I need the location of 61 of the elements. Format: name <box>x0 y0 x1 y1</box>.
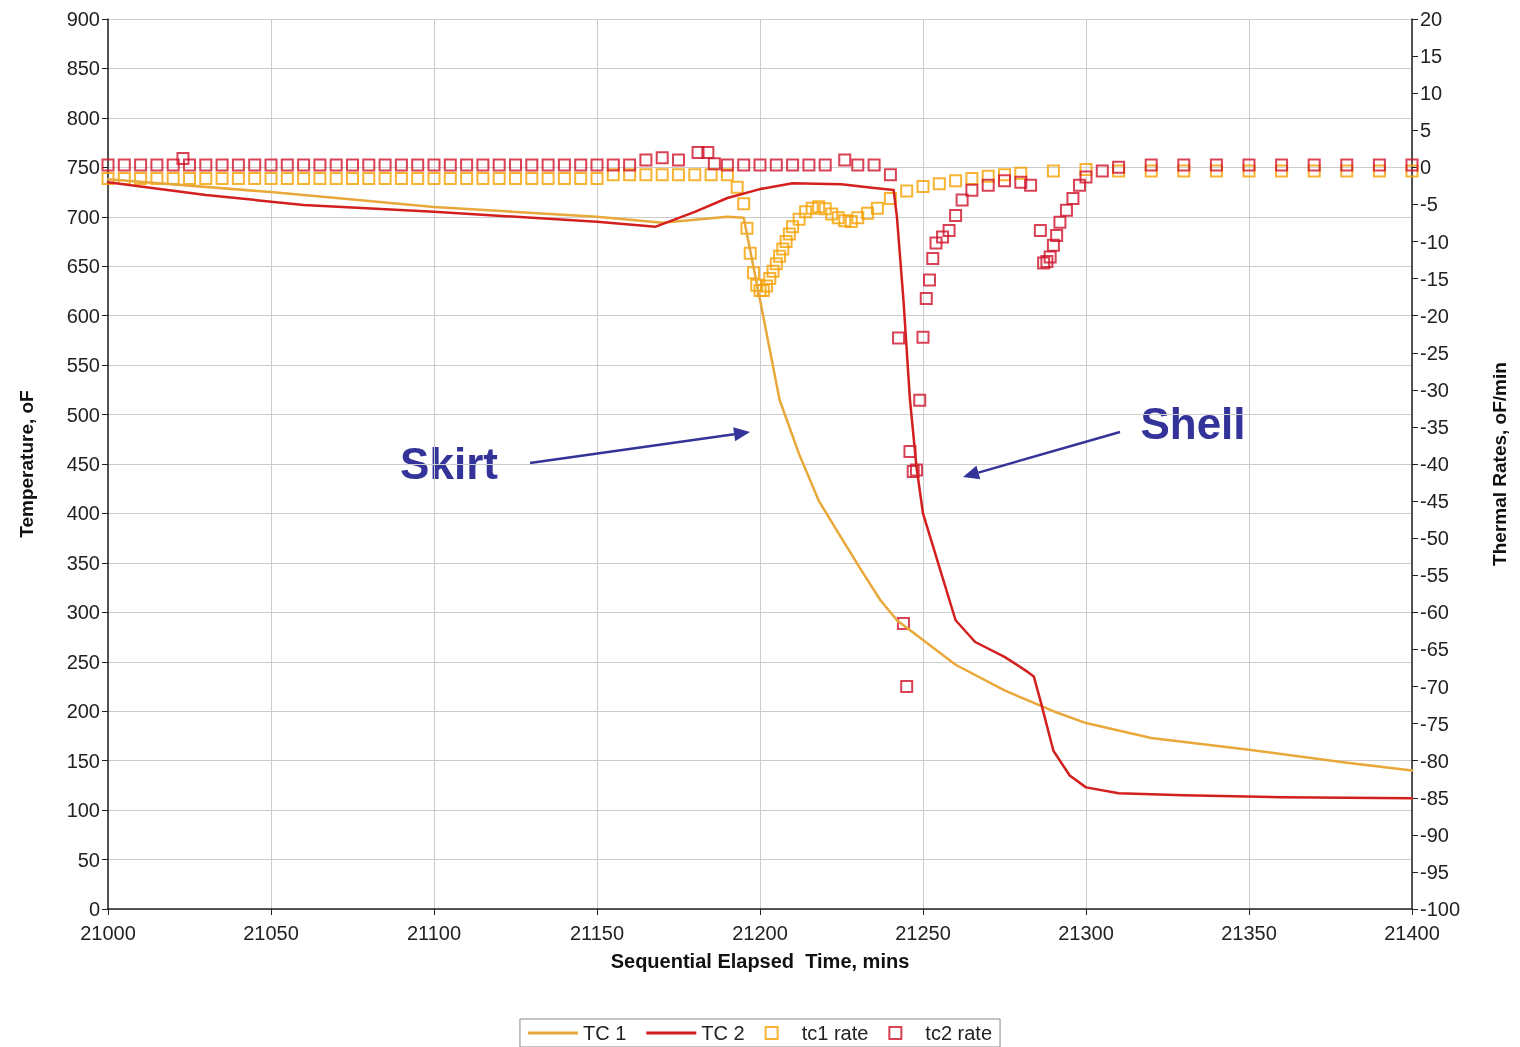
y2-tick-label: -20 <box>1420 304 1449 327</box>
y2-tick-label: -60 <box>1420 601 1449 624</box>
x-tick-label: 21250 <box>895 922 951 944</box>
y2-tick-label: -95 <box>1420 860 1449 883</box>
y2-tick-label: 0 <box>1420 156 1432 179</box>
y2-tick-label: -65 <box>1420 638 1449 661</box>
y-tick-label: 600 <box>66 304 100 327</box>
annotation: Shell <box>1140 398 1246 448</box>
legend-label: tc2 rate <box>925 1022 993 1044</box>
y-tick-label: 250 <box>66 650 100 673</box>
y-tick-label: 500 <box>66 403 100 426</box>
x-tick-label: 21400 <box>1384 922 1440 944</box>
y2-tick-label: -90 <box>1420 823 1449 846</box>
y-tick-label: 100 <box>66 799 100 822</box>
y-tick-label: 900 <box>66 8 100 30</box>
y-tick-label: 700 <box>66 205 100 228</box>
y2-tick-label: -40 <box>1420 453 1449 475</box>
y-tick-label: 200 <box>66 700 100 723</box>
y-tick-label: 400 <box>66 502 100 525</box>
legend-label: tc1 rate <box>801 1022 869 1044</box>
x-tick-label: 21300 <box>1058 922 1114 944</box>
y2-tick-label: -35 <box>1420 415 1449 438</box>
y2-axis-title: Thermal Rates, oF/min <box>1489 362 1510 566</box>
legend-label: TC 1 <box>582 1022 627 1044</box>
y2-tick-label: -85 <box>1420 786 1449 809</box>
y-tick-label: 850 <box>66 57 100 80</box>
y-tick-label: 800 <box>66 106 100 129</box>
y2-tick-label: -45 <box>1420 490 1449 513</box>
y2-tick-label: 20 <box>1420 8 1443 30</box>
x-tick-label: 21100 <box>406 922 462 944</box>
legend-label: TC 2 <box>701 1022 745 1044</box>
y-tick-label: 750 <box>66 156 100 179</box>
y2-tick-label: -55 <box>1420 564 1449 587</box>
y-tick-label: 150 <box>66 749 100 772</box>
y2-tick-label: -70 <box>1420 675 1449 698</box>
y2-tick-label: -5 <box>1420 193 1438 216</box>
y-tick-label: 300 <box>66 601 100 624</box>
y-tick-label: 650 <box>66 255 100 278</box>
y-axis-title: Temperature, oF <box>16 390 37 538</box>
y2-tick-label: -30 <box>1420 378 1449 401</box>
y2-tick-label: 5 <box>1420 119 1432 142</box>
x-tick-label: 21150 <box>569 922 625 944</box>
y2-tick-label: -15 <box>1420 267 1449 290</box>
x-tick-label: 21050 <box>243 922 299 944</box>
y2-tick-label: -80 <box>1420 749 1449 772</box>
y2-tick-label: -10 <box>1420 230 1449 253</box>
y2-tick-label: -75 <box>1420 712 1449 735</box>
y2-tick-label: -50 <box>1420 527 1449 550</box>
y2-tick-label: 10 <box>1420 82 1443 105</box>
x-tick-label: 21350 <box>1221 922 1277 944</box>
y-tick-label: 550 <box>66 354 100 377</box>
y2-tick-label: -100 <box>1420 898 1461 920</box>
y2-tick-label: -25 <box>1420 341 1449 364</box>
y2-tick-label: 15 <box>1420 45 1443 68</box>
x-axis-title: Sequential Elapsed Time, mins <box>610 950 910 972</box>
y-tick-label: 450 <box>66 453 100 475</box>
x-tick-label: 21000 <box>80 922 136 944</box>
y-tick-label: 0 <box>88 898 100 920</box>
y-tick-label: 50 <box>77 848 100 871</box>
y-tick-label: 350 <box>66 551 100 574</box>
x-tick-label: 21200 <box>732 922 788 944</box>
